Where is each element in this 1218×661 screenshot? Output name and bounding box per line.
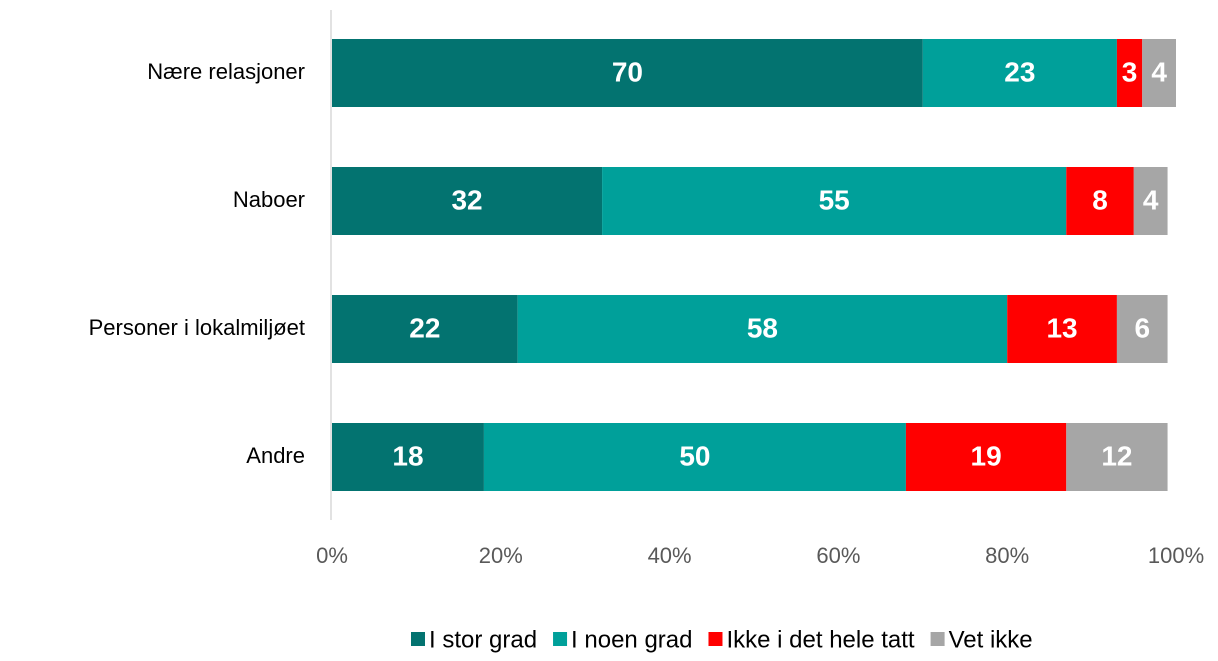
x-tick-label: 20%	[479, 543, 523, 568]
data-label: 32	[451, 184, 482, 215]
bar-segment	[483, 423, 906, 491]
x-tick-label: 40%	[648, 543, 692, 568]
x-tick-label: 60%	[816, 543, 860, 568]
bar-segment	[905, 423, 1067, 491]
category-label: Personer i lokalmiljøet	[89, 315, 305, 340]
data-label: 50	[679, 440, 710, 471]
x-tick-label: 0%	[316, 543, 348, 568]
legend-label: I noen grad	[571, 626, 692, 653]
data-label: 23	[1004, 56, 1035, 87]
bar-segment	[332, 167, 603, 235]
legend-swatch	[411, 632, 425, 646]
bar-segment	[1116, 295, 1168, 363]
legend-swatch	[930, 632, 945, 646]
bar-segment	[1142, 39, 1176, 107]
data-label: 70	[612, 56, 643, 87]
category-label: Andre	[246, 443, 305, 468]
data-label: 12	[1101, 440, 1132, 471]
bar-segment	[332, 423, 484, 491]
bar-segment	[1133, 167, 1168, 235]
category-label: Naboer	[233, 187, 305, 212]
x-tick-label: 100%	[1148, 543, 1204, 568]
data-label: 19	[971, 440, 1002, 471]
bar-segment	[332, 295, 518, 363]
data-label: 8	[1092, 184, 1108, 215]
legend-swatch	[708, 632, 723, 646]
legend-label: I stor grad	[429, 626, 537, 653]
bar-segment	[332, 39, 923, 107]
data-label: 55	[819, 184, 850, 215]
bar-segment	[1066, 167, 1134, 235]
data-label: 18	[392, 440, 423, 471]
x-tick-label: 80%	[985, 543, 1029, 568]
bar-segment	[1116, 39, 1143, 107]
data-label: 4	[1151, 56, 1167, 87]
data-label: 6	[1134, 312, 1150, 343]
legend-swatch	[553, 632, 568, 646]
bar-segment	[1066, 423, 1168, 491]
data-label: 3	[1122, 56, 1138, 87]
data-label: 13	[1046, 312, 1077, 343]
bar-segment	[922, 39, 1117, 107]
bar-segment	[1007, 295, 1117, 363]
data-label: 58	[747, 312, 778, 343]
legend-label: Ikke i det hele tatt	[726, 626, 914, 653]
legend-label: Vet ikke	[949, 626, 1033, 653]
category-label: Nære relasjoner	[147, 59, 305, 84]
data-label: 22	[409, 312, 440, 343]
data-label: 4	[1143, 184, 1159, 215]
bar-segment	[602, 167, 1067, 235]
bar-segment	[517, 295, 1008, 363]
